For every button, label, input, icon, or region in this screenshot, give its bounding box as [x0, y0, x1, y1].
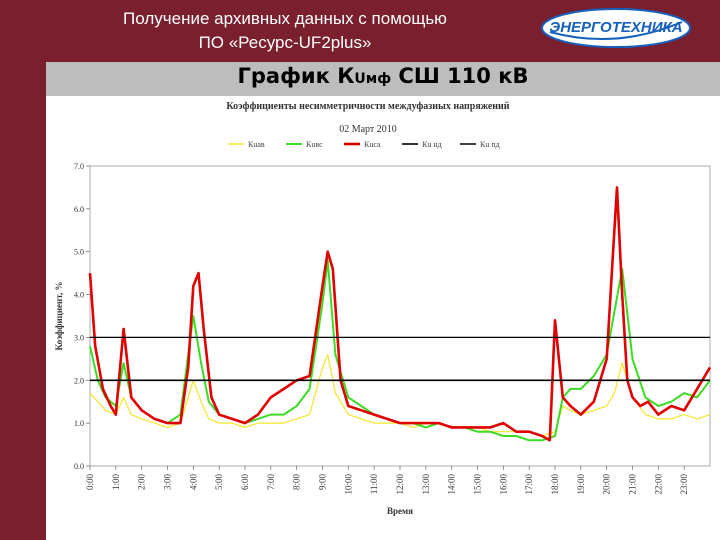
header-bar: Получение архивных данных с помощью ПО «…	[0, 0, 720, 62]
x-tick-label: 23:00	[679, 474, 689, 495]
slide-title-band	[46, 62, 720, 96]
y-tick-label: 6.0	[74, 205, 84, 214]
y-axis-label: Коэффициент, %	[54, 282, 64, 351]
x-tick-label: 7:00	[266, 474, 276, 491]
slide-title-rest: СШ 110 кВ	[391, 64, 529, 88]
x-tick-label: 8:00	[292, 474, 302, 491]
x-axis: 0:00 1:00 2:00 3:00 4:00 5:00 6:00 7:00 8:00 9:00…	[85, 466, 689, 495]
chart: Коэффициенты несимметричности междуфазны…	[54, 101, 712, 516]
y-tick-label: 3.0	[74, 333, 84, 342]
x-tick-label: 5:00	[214, 474, 224, 491]
header-title-line1: Получение архивных данных с помощью	[123, 9, 447, 28]
y-tick-label: 5.0	[74, 248, 84, 257]
left-accent-bar	[0, 62, 46, 540]
y-tick-label: 1.0	[74, 419, 84, 428]
y-axis: 0.0 1.0 2.0 3.0 4.0 5.0 6.0 7.0	[74, 162, 90, 471]
legend-label: Кuса	[364, 140, 381, 149]
x-tick-label: 15:00	[473, 474, 483, 495]
slide-title: График КUмф СШ 110 кВ	[46, 64, 720, 88]
slide-title-main: График К	[237, 64, 355, 88]
legend-label: Кuвс	[306, 140, 323, 149]
energotekhnika-logo: ЭНЕРГОТЕХНИКА	[541, 8, 691, 48]
x-tick-label: 22:00	[653, 474, 663, 495]
y-tick-label: 2.0	[74, 376, 84, 385]
x-tick-label: 4:00	[188, 474, 198, 491]
x-tick-label: 11:00	[369, 474, 379, 495]
header-title-line2: ПО «Ресурс-UF2plus»	[198, 33, 372, 52]
x-tick-label: 2:00	[137, 474, 147, 491]
chart-title: Коэффициенты несимметричности междуфазны…	[226, 101, 509, 112]
x-tick-label: 12:00	[395, 474, 405, 495]
x-tick-label: 6:00	[240, 474, 250, 491]
series-line-3	[88, 186, 712, 442]
x-tick-label: 16:00	[498, 474, 508, 495]
header-title: Получение архивных данных с помощью ПО «…	[60, 7, 510, 55]
series-group	[88, 186, 712, 442]
x-axis-label: Время	[387, 506, 413, 516]
y-tick-label: 0.0	[74, 462, 84, 471]
x-tick-label: 19:00	[576, 474, 586, 495]
slide-title-subscript: Uмф	[354, 71, 392, 87]
x-tick-label: 21:00	[628, 474, 638, 495]
legend-label: Кuав	[248, 140, 265, 149]
y-tick-label: 4.0	[74, 291, 84, 300]
x-tick-label: 20:00	[602, 474, 612, 495]
legend-label: Кu пд	[480, 140, 500, 149]
x-tick-label: 14:00	[447, 474, 457, 495]
x-tick-label: 1:00	[111, 474, 121, 491]
legend-label: Кu нд	[422, 140, 442, 149]
x-tick-label: 10:00	[343, 474, 353, 495]
x-tick-label: 17:00	[524, 474, 534, 495]
chart-legend: Кuав Кuвс Кuса Кu нд Кu пд	[228, 140, 500, 149]
x-tick-label: 9:00	[318, 474, 328, 491]
chart-subtitle: 02 Март 2010	[339, 124, 397, 135]
y-tick-label: 7.0	[74, 162, 84, 171]
x-tick-label: 18:00	[550, 474, 560, 495]
logo-text: ЭНЕРГОТЕХНИКА	[549, 19, 682, 36]
x-tick-label: 3:00	[163, 474, 173, 491]
x-tick-label: 13:00	[421, 474, 431, 495]
x-tick-label: 0:00	[85, 474, 95, 491]
